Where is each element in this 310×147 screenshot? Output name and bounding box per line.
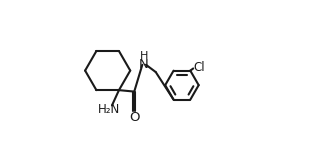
- Text: Cl: Cl: [193, 61, 205, 74]
- Text: H: H: [140, 51, 148, 61]
- Text: N: N: [139, 57, 149, 71]
- Text: H₂N: H₂N: [98, 103, 120, 116]
- Text: O: O: [129, 111, 140, 124]
